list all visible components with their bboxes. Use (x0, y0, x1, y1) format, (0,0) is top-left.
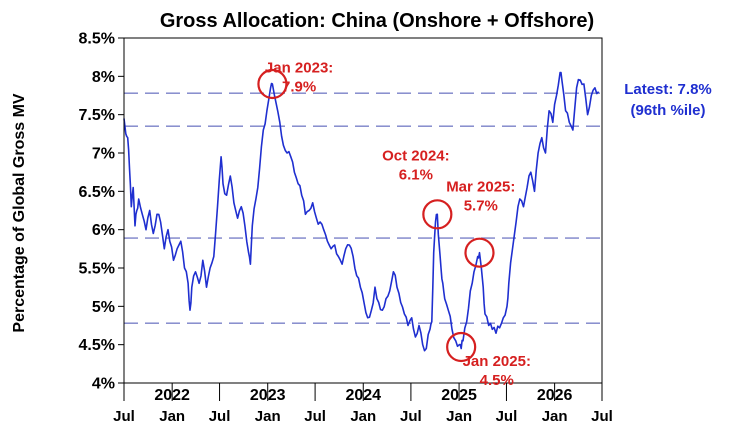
year-label: 2025 (441, 387, 477, 404)
y-tick-label: 5.5% (79, 261, 115, 278)
x-tick-label: Jan (542, 408, 568, 425)
series-line (123, 71, 600, 352)
year-label: 2024 (345, 387, 381, 404)
x-tick-label: Jul (496, 408, 518, 425)
annotation-circle (446, 331, 477, 363)
annotation-circle (464, 237, 495, 268)
latest-label-text: (96th %ile) (630, 102, 705, 119)
y-tick-label: 6% (92, 222, 115, 239)
y-axis-label: Percentage of Global Gross MV (11, 93, 28, 333)
y-tick-label: 4% (92, 376, 115, 393)
annotation-label: 5.7% (464, 197, 498, 214)
annotation-label: 7.9% (282, 79, 316, 96)
y-tick-label: 7.5% (79, 107, 115, 124)
x-tick-label: Jan (350, 408, 376, 425)
annotation-circle (422, 199, 453, 230)
x-tick-label: Jan (255, 408, 281, 425)
y-tick-label: 4.5% (79, 337, 115, 354)
annotation-circle (257, 68, 288, 100)
x-axis: Jul Jan Jul Jan Jul Jan Jul Jan Jul Jan Jul (113, 383, 613, 425)
year-label: 2026 (537, 387, 573, 404)
annotation-label: Mar 2025: (446, 178, 515, 195)
annotations: Jan 2023: 7.9% Oct 2024: 6.1% Mar 2025: 5.7% J… (257, 60, 531, 389)
x-tick-label: Jul (113, 408, 135, 425)
x-tick-label: Jul (209, 408, 231, 425)
year-label: 2023 (250, 387, 286, 404)
annotation-label: Jan 2025: (463, 353, 531, 370)
series-layer (123, 71, 600, 352)
reference-lines (124, 92, 602, 324)
annotation-label: Jan 2023: (265, 60, 333, 77)
y-axis: 8.5% 8% 7.5% 7% 6.5% 6% 5.5% 5% 4.5% 4% (79, 31, 124, 393)
latest-label: Latest: 7.8% (96th %ile) (624, 81, 712, 119)
x-tick-label: Jan (446, 408, 472, 425)
y-tick-label: 5% (92, 299, 115, 316)
y-tick-label: 7% (92, 146, 115, 163)
x-tick-label: Jul (400, 408, 422, 425)
year-labels: 2022 2023 2024 2025 2026 (154, 387, 572, 404)
year-label: 2022 (154, 387, 190, 404)
x-tick-label: Jul (304, 408, 326, 425)
x-tick-label: Jul (591, 408, 613, 425)
annotation-label: Oct 2024: (382, 148, 450, 165)
y-tick-label: 6.5% (79, 184, 115, 201)
latest-label-text: Latest: 7.8% (624, 81, 712, 98)
y-tick-label: 8% (92, 69, 115, 86)
annotation-label: 4.5% (480, 372, 514, 389)
chart-title: Gross Allocation: China (Onshore + Offsh… (160, 10, 594, 32)
y-tick-label: 8.5% (79, 31, 115, 48)
plot-frame (123, 37, 603, 384)
annotation-label: 6.1% (399, 167, 433, 184)
x-tick-label: Jan (159, 408, 185, 425)
